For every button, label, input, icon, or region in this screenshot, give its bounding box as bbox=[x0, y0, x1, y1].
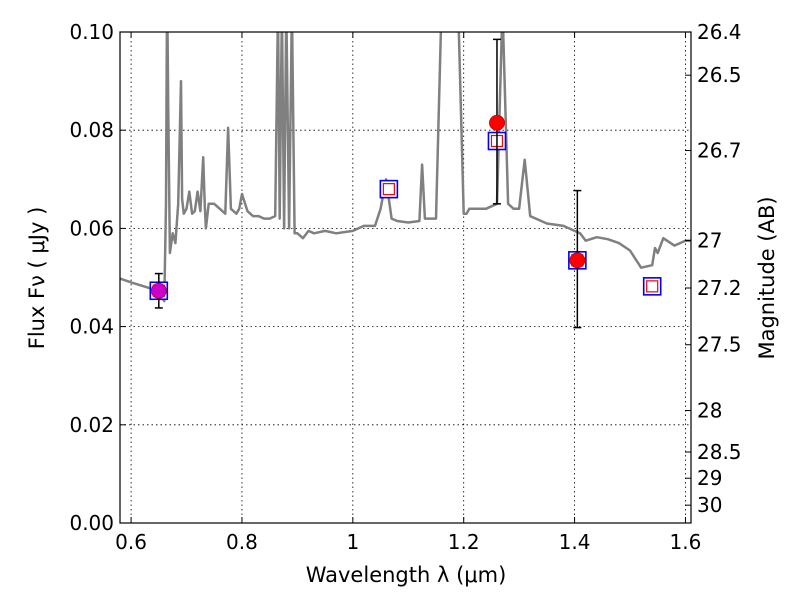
data-markers bbox=[149, 38, 662, 329]
x-axis-label: Wavelength λ (μm) bbox=[306, 563, 507, 587]
x-tick-label: 1 bbox=[346, 530, 359, 554]
y-tick-label: 0.04 bbox=[69, 315, 114, 339]
model-photometry-marker bbox=[379, 179, 399, 199]
model-photometry-inner bbox=[382, 183, 395, 196]
right-axis-label: Magnitude (AB) bbox=[755, 196, 779, 359]
right-tick-label: 26.4 bbox=[697, 20, 742, 44]
right-tick-label: 26.7 bbox=[697, 139, 742, 163]
right-tick-label: 27 bbox=[697, 228, 722, 252]
right-tick-label: 30 bbox=[697, 493, 722, 517]
x-tick-label: 1.4 bbox=[559, 530, 591, 554]
y-tick-label: 0.00 bbox=[69, 511, 114, 535]
right-tick-label: 27.2 bbox=[697, 276, 742, 300]
x-tick-label: 0.8 bbox=[226, 530, 258, 554]
right-tick-label: 27.5 bbox=[697, 333, 742, 357]
grid bbox=[120, 31, 691, 524]
right-tick-label: 28.5 bbox=[697, 440, 742, 464]
model-spectrum-line bbox=[120, 32, 691, 303]
x-tick-label: 0.6 bbox=[115, 530, 147, 554]
observed-point bbox=[569, 252, 586, 269]
plot-frame bbox=[119, 31, 692, 524]
y-tick-label: 0.08 bbox=[69, 118, 114, 142]
x-tick-label: 1.6 bbox=[670, 530, 702, 554]
axis-ticks: 0.6 0.8 1 1.2 1.4 1.6 0.00 0.02 0.04 0.06 0.08 0.10… bbox=[69, 20, 741, 554]
x-tick-label: 1.2 bbox=[448, 530, 480, 554]
right-tick-label: 26.5 bbox=[697, 63, 742, 87]
y-tick-label: 0.10 bbox=[69, 20, 114, 44]
y-tick-label: 0.02 bbox=[69, 413, 114, 437]
model-photometry-marker bbox=[642, 277, 662, 296]
observed-point bbox=[150, 282, 167, 299]
y-axis-label: Flux Fν ( μJy ) bbox=[25, 207, 49, 350]
observed-point bbox=[489, 114, 505, 131]
y-tick-label: 0.06 bbox=[69, 216, 114, 240]
right-tick-label: 29 bbox=[697, 466, 722, 490]
spectrum-line bbox=[120, 32, 691, 303]
model-photometry-inner bbox=[646, 280, 659, 293]
right-tick-label: 28 bbox=[697, 399, 722, 423]
